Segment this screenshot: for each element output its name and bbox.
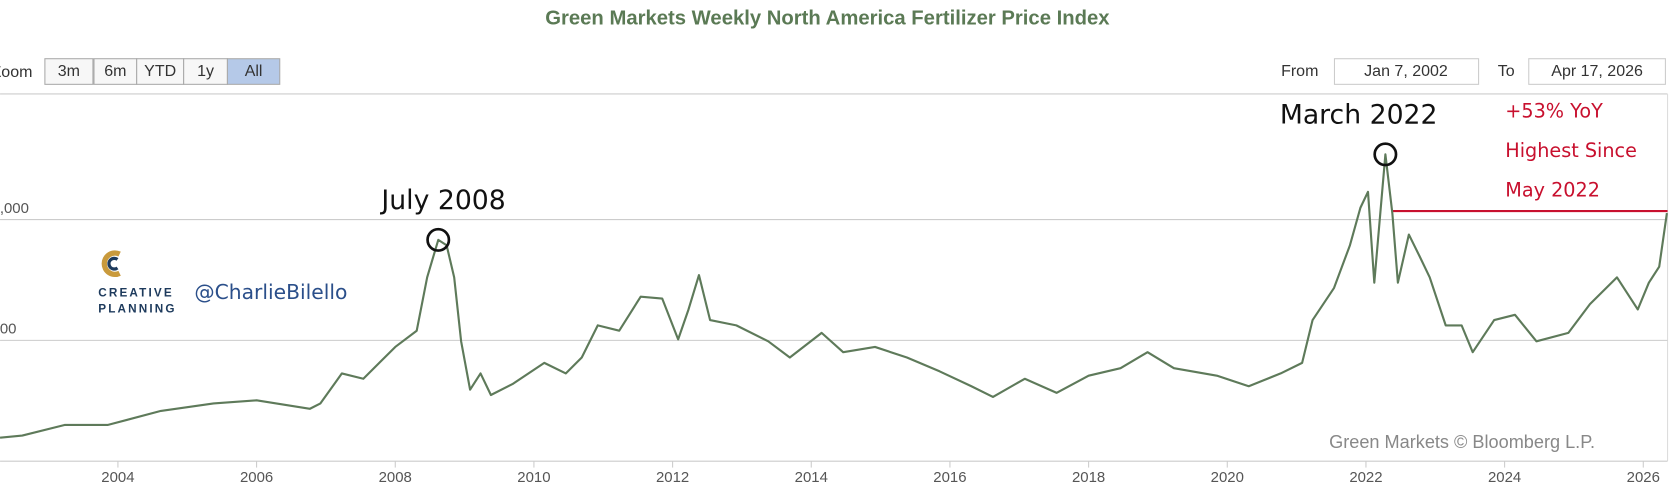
from-label: From <box>1281 63 1318 80</box>
logo <box>101 250 121 278</box>
range-button[interactable] <box>183 58 228 85</box>
range-button-label: 6m <box>104 63 126 80</box>
logo-text: CREATIVE <box>98 287 174 300</box>
x-tick-label: 2008 <box>379 469 412 486</box>
reference-label: +53% YoY <box>1505 100 1603 123</box>
range-button[interactable] <box>44 58 94 85</box>
annotation-label: July 2008 <box>379 185 505 216</box>
x-tick-label: 2004 <box>101 469 134 486</box>
x-tick-label: 2016 <box>933 469 966 486</box>
x-tick-label: 2026 <box>1627 469 1660 486</box>
from-value: Jan 7, 2002 <box>1364 63 1448 80</box>
handle: @CharlieBilello <box>194 280 347 304</box>
x-tick-label: 2018 <box>1072 469 1105 486</box>
x-tick-label: 2014 <box>795 469 828 486</box>
logo-icon <box>107 256 119 271</box>
range-button-label: 1y <box>197 63 214 80</box>
chart-title: Green Markets Weekly North America Ferti… <box>545 8 1110 30</box>
x-tick-label: 2006 <box>240 469 273 486</box>
to-value: Apr 17, 2026 <box>1551 63 1643 80</box>
range-button-label: All <box>245 63 263 80</box>
annotation-circle <box>1373 142 1398 167</box>
reference-label: May 2022 <box>1505 179 1600 202</box>
to-input[interactable] <box>1528 58 1666 85</box>
range-button[interactable] <box>93 58 138 85</box>
logo-text: PLANNING <box>98 303 176 316</box>
range-button[interactable] <box>226 58 281 85</box>
x-tick-label: 2024 <box>1488 469 1521 486</box>
to-label: To <box>1498 63 1515 80</box>
source: Green Markets © Bloomberg L.P. <box>1329 432 1595 452</box>
annotation-circle <box>426 227 451 252</box>
series-line <box>0 153 1668 439</box>
x-tick-label: 2022 <box>1349 469 1382 486</box>
y-tick-label: 1,000 <box>0 200 29 217</box>
range-button-label: 3m <box>58 63 80 80</box>
annotation-label: March 2022 <box>1280 99 1438 130</box>
range-button-label: YTD <box>144 63 176 80</box>
reference-label: Highest Since <box>1505 139 1637 162</box>
x-tick-label: 2020 <box>1211 469 1244 486</box>
x-tick-label: 2012 <box>656 469 689 486</box>
zoom-label: Zoom <box>0 64 32 81</box>
from-input[interactable] <box>1333 58 1480 85</box>
x-tick-label: 2010 <box>517 469 550 486</box>
range-button[interactable] <box>136 58 185 85</box>
logo-icon <box>101 250 121 278</box>
y-tick-label: 500 <box>0 321 16 338</box>
